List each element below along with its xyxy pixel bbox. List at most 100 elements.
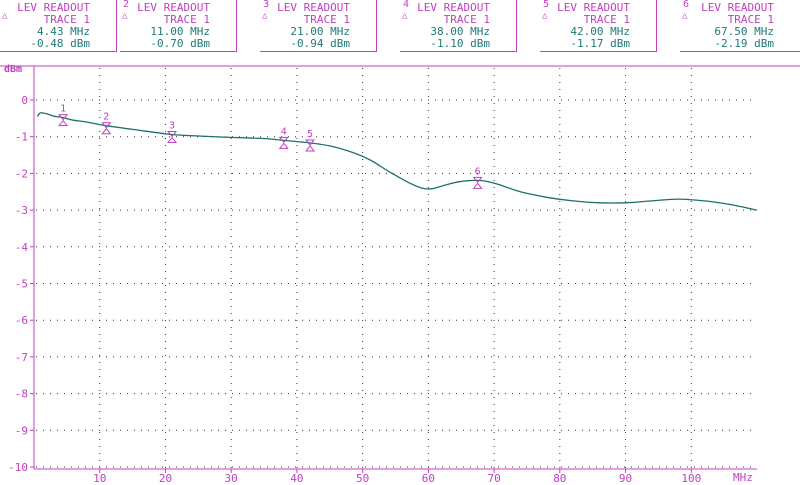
readout-frequency-unit: MHz (330, 25, 350, 38)
y-tick-label: 0 (21, 94, 28, 107)
marker-1: 1 (58, 104, 69, 127)
readout-title: LEV READOUT (277, 1, 350, 14)
readout-level: -1.10 dBm (430, 38, 490, 50)
readout-level-unit: dBm (470, 37, 490, 50)
readout-index: 4 (403, 0, 410, 10)
delta-marker-icon: △ (2, 11, 8, 21)
y-tick-label: -4 (15, 241, 29, 254)
readout-box-5: 5 △ LEV READOUT TRACE 1 42.00 MHz -1.17 dBm (540, 0, 657, 52)
y-tick-label: -5 (15, 278, 28, 291)
readout-level: -0.48 dBm (30, 38, 90, 50)
readout-frequency: 21.00 MHz (290, 26, 350, 38)
readout-level-unit: dBm (610, 37, 630, 50)
readout-index: 6 (683, 0, 690, 10)
readout-frequency-value: 38.00 (430, 25, 464, 38)
marker-label: 6 (475, 166, 481, 177)
readout-level: -1.17 dBm (570, 38, 630, 50)
marker-symbol-bottom (278, 142, 289, 149)
readout-title: LEV READOUT (17, 1, 90, 14)
x-tick-label: 100 (681, 472, 701, 485)
readout-box-6: 6 △ LEV READOUT TRACE 1 67.50 MHz -2.19 dBm (680, 0, 800, 52)
markers: 1 2 3 4 5 6 (58, 104, 483, 189)
marker-label: 3 (169, 120, 175, 131)
readout-frequency: 67.50 MHz (714, 26, 774, 38)
marker-6: 6 (472, 166, 483, 189)
y-axis-unit-label: dBm (4, 64, 22, 75)
marker-symbol-top (101, 122, 112, 129)
readout-title: LEV READOUT (417, 1, 490, 14)
marker-symbol-bottom (58, 119, 69, 127)
x-tick-label: 90 (619, 472, 632, 485)
readout-frequency-value: 11.00 (150, 25, 184, 38)
delta-marker-icon: △ (122, 11, 128, 21)
readout-level: -0.94 dBm (290, 38, 350, 50)
marker-symbol-bottom (101, 127, 112, 135)
plot-frame (0, 65, 800, 470)
y-tick-label: -3 (15, 204, 28, 217)
readout-frequency-value: 21.00 (290, 25, 324, 38)
x-tick-label: 60 (422, 472, 435, 485)
readout-frequency-value: 4.43 (37, 25, 64, 38)
readout-level-value: -1.10 (430, 37, 464, 50)
readout-level-value: -0.48 (30, 37, 64, 50)
marker-label: 4 (281, 126, 287, 137)
marker-3: 3 (166, 120, 178, 143)
marker-symbol-top (166, 130, 178, 138)
marker-symbol-bottom (305, 145, 316, 152)
readout-trace: TRACE 1 (43, 13, 90, 26)
x-tick-label: 40 (290, 472, 303, 485)
marker-symbol-top (472, 176, 483, 184)
readout-level-value: -2.19 (714, 37, 748, 50)
x-tick-label: 80 (553, 472, 566, 485)
readout-level-value: -1.17 (570, 37, 604, 50)
trace-1 (36, 112, 758, 211)
marker-symbol-top (278, 136, 289, 144)
delta-marker-icon: △ (542, 11, 548, 21)
readout-frequency-unit: MHz (754, 25, 774, 38)
readout-box-1: △ LEV READOUT TRACE 1 4.43 MHz -0.48 dBm (0, 0, 117, 52)
readout-trace: TRACE 1 (583, 13, 630, 26)
readout-title: LEV READOUT (137, 1, 210, 14)
readout-frequency-unit: MHz (610, 25, 630, 38)
axis-ticks: 0 -1 -2 -3 -4 -5 -6 -7 -8 -9 -10 10 20 30 40 50 60 70 80 90… (8, 94, 701, 485)
readout-trace: TRACE 1 (727, 13, 774, 26)
x-tick-label: 20 (159, 472, 172, 485)
readout-index: 2 (123, 0, 130, 10)
readout-level-value: -0.94 (290, 37, 324, 50)
readout-trace: TRACE 1 (163, 13, 210, 26)
marker-5: 5 (305, 129, 316, 152)
x-tick-label: 70 (487, 472, 500, 485)
readout-index: 3 (263, 0, 270, 10)
readout-frequency: 4.43 MHz (37, 26, 90, 38)
readout-trace: TRACE 1 (443, 13, 490, 26)
x-axis-unit-label: MHz (733, 471, 753, 484)
readout-trace: TRACE 1 (303, 13, 350, 26)
marker-symbol-top (58, 114, 69, 121)
marker-4: 4 (278, 126, 289, 149)
delta-marker-icon: △ (262, 11, 268, 21)
readout-box-2: 2 △ LEV READOUT TRACE 1 11.00 MHz -0.70 dBm (120, 0, 237, 52)
marker-label: 1 (60, 104, 66, 115)
readout-frequency-unit: MHz (470, 25, 490, 38)
delta-marker-icon: △ (682, 11, 688, 21)
trace-line-1 (36, 112, 758, 211)
marker-symbol-bottom (166, 136, 178, 143)
y-tick-label: -1 (15, 131, 28, 144)
marker-symbol-bottom (472, 182, 483, 189)
readout-level: -0.70 dBm (150, 38, 210, 50)
readout-frequency-unit: MHz (70, 25, 90, 38)
marker-label: 2 (103, 112, 109, 123)
readout-frequency-unit: MHz (190, 25, 210, 38)
readout-box-4: 4 △ LEV READOUT TRACE 1 38.00 MHz -1.10 dBm (400, 0, 517, 52)
marker-readout-bar: △ LEV READOUT TRACE 1 4.43 MHz -0.48 dBm 2 △ LE… (0, 0, 800, 58)
readout-level: -2.19 dBm (714, 38, 774, 50)
marker-symbol-top (305, 139, 316, 146)
readout-frequency-value: 67.50 (714, 25, 748, 38)
readout-level-unit: dBm (70, 37, 90, 50)
y-tick-label: -10 (8, 461, 28, 474)
readout-title: LEV READOUT (557, 1, 630, 14)
grid (36, 68, 757, 469)
readout-frequency: 38.00 MHz (430, 26, 490, 38)
y-tick-label: -2 (15, 167, 28, 180)
